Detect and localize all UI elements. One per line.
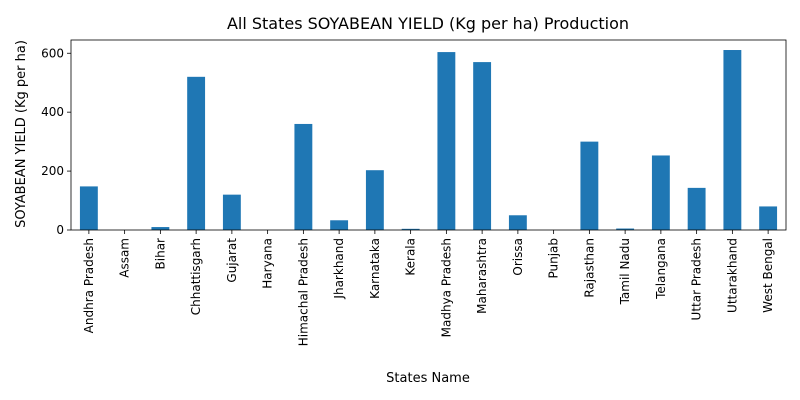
x-tick-label: Himachal Pradesh [296,238,310,346]
bar-karnataka [365,170,384,230]
bar-west-bengal [759,206,778,230]
y-tick-label: 400 [41,105,64,119]
chart-title: All States SOYABEAN YIELD (Kg per ha) Pr… [227,14,629,33]
x-tick-label: Tamil Nadu [618,238,632,305]
x-tick-label: Kerala [404,238,418,276]
bar-uttar-pradesh [687,187,706,230]
bar-bihar [151,227,170,230]
x-tick-label: Uttarakhand [725,238,739,313]
bar-himachal-pradesh [294,123,313,230]
x-tick-label: West Bengal [761,238,775,313]
bar-maharashtra [473,62,492,231]
x-tick-label: Assam [118,238,132,278]
x-tick-label: Haryana [261,238,275,289]
y-tick-label: 600 [41,46,64,60]
x-tick-label: Uttar Pradesh [690,238,704,320]
y-tick-label: 0 [56,223,64,237]
x-tick-label: Maharashtra [475,238,489,314]
bar-telangana [651,155,670,230]
bar-kerala [401,228,420,230]
bar-madhya-pradesh [437,52,456,231]
y-axis-label: SOYABEAN YIELD (Kg per ha) [14,40,29,228]
x-tick-label: Telangana [654,238,668,300]
bar-uttarakhand [723,50,742,230]
bar-jharkhand [330,220,349,230]
x-axis-label: States Name [386,371,470,386]
x-tick-label: Karnataka [368,238,382,299]
x-tick-label: Bihar [153,238,167,270]
plot-frame [70,39,787,231]
bar-tamil-nadu [616,228,635,230]
x-axis: Andhra Pradesh Assam Bihar Chhattisgarh Guja… [82,230,775,346]
y-axis: 0 200 400 600 [41,46,71,237]
x-tick-label: Rajasthan [582,238,596,298]
bar-rajasthan [580,141,599,230]
x-tick-label: Andhra Pradesh [82,238,96,333]
x-tick-label: Orissa [511,238,525,276]
x-tick-label: Gujarat [225,238,239,283]
bar-chhattisgarh [187,76,206,230]
x-tick-label: Madhya Pradesh [439,238,453,337]
x-tick-label: Chhattisgarh [189,238,203,315]
x-tick-label: Jharkhand [332,238,346,300]
bar-andhra-pradesh [79,186,98,230]
y-tick-label: 200 [41,164,64,178]
x-tick-label: Punjab [547,238,561,279]
bars-group [79,50,778,231]
bar-gujarat [222,194,241,230]
bar-orissa [508,215,527,230]
